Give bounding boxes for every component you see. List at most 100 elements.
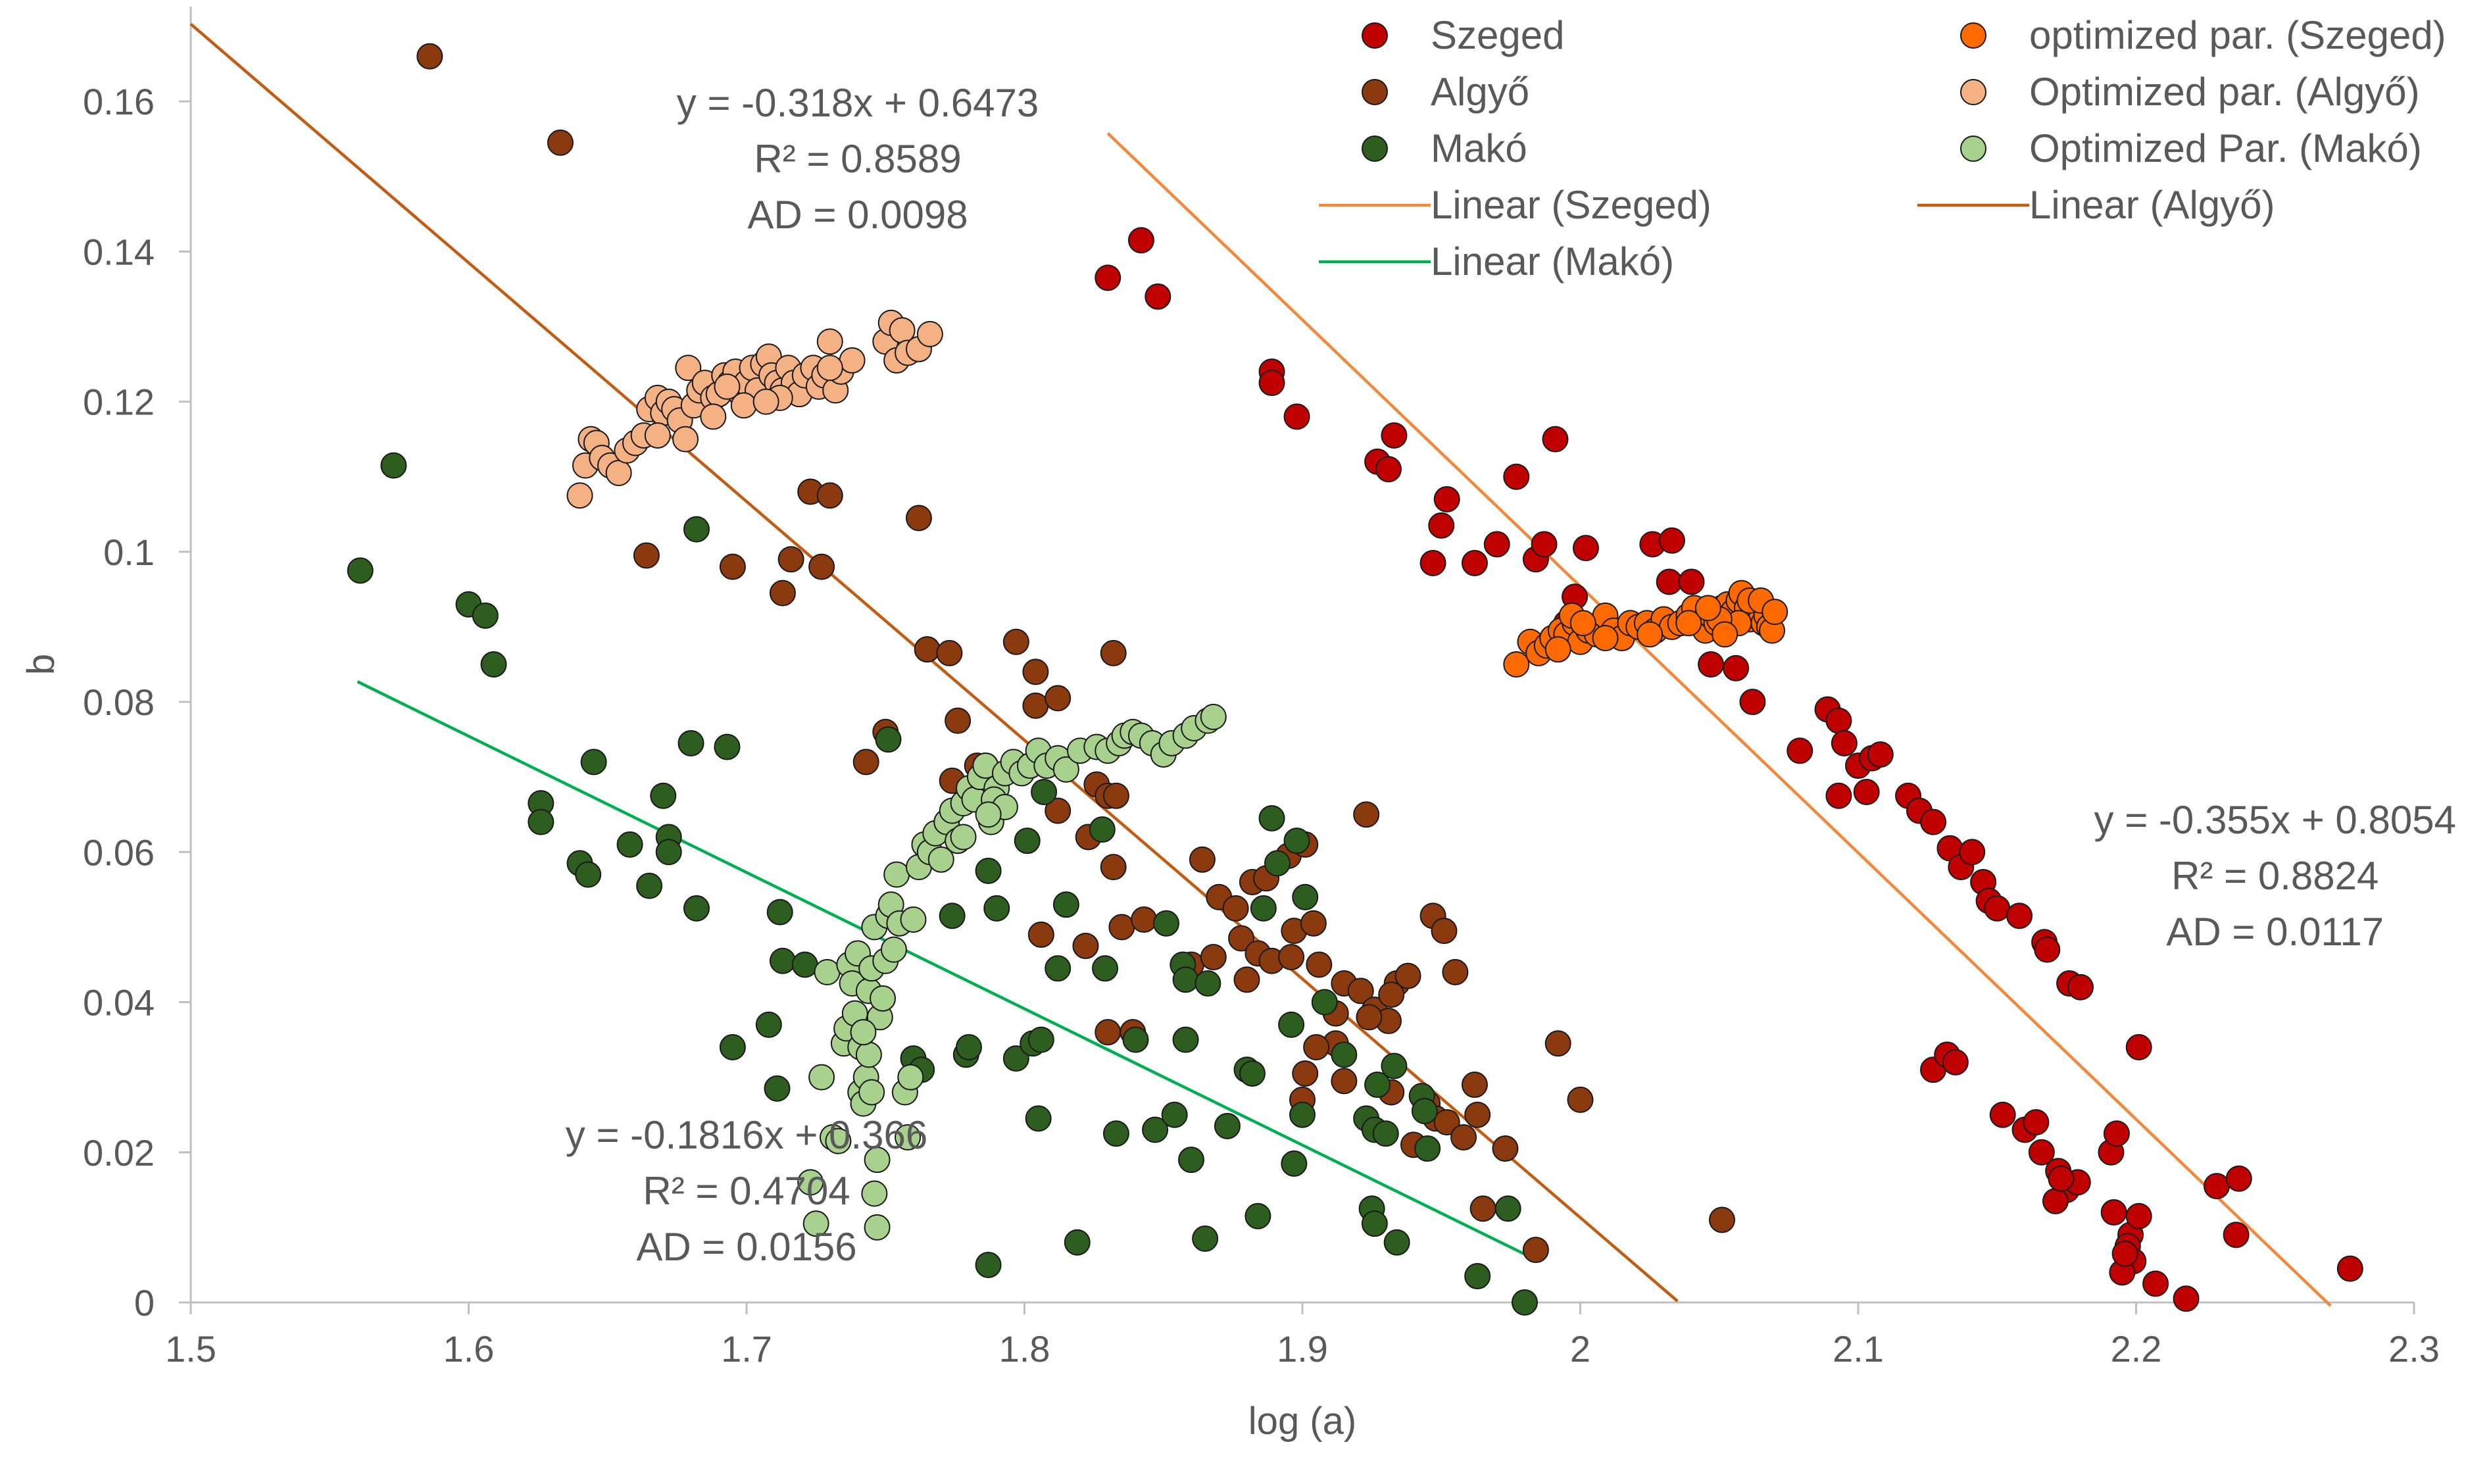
point-szeged <box>1723 655 1750 681</box>
annotation-line: AD = 0.0098 <box>747 193 968 237</box>
point-szeged <box>2028 1139 2055 1166</box>
point-optimized-par-mak <box>1200 703 1227 730</box>
point-optimized-par-mak <box>870 985 897 1012</box>
point-optimized-par-algy <box>916 320 943 347</box>
point-mak <box>975 1251 1002 1278</box>
point-algy <box>1303 1034 1330 1060</box>
y-tick-label: 0.12 <box>83 382 155 423</box>
point-mak <box>1045 955 1072 982</box>
point-algy <box>1072 932 1099 959</box>
point-mak <box>1381 1052 1408 1079</box>
point-mak <box>1278 1011 1305 1038</box>
legend-label: Optimized Par. (Makó) <box>2029 126 2422 170</box>
point-algy <box>1469 1195 1496 1222</box>
point-mak <box>1512 1289 1538 1316</box>
annotation-line: AD = 0.0156 <box>636 1225 856 1269</box>
point-algy <box>1394 962 1421 989</box>
point-optimized-par-mak <box>858 1079 885 1106</box>
point-szeged <box>1095 264 1121 291</box>
point-mak <box>1064 1229 1091 1256</box>
point-szeged <box>2048 1165 2075 1192</box>
point-szeged <box>1831 730 1858 756</box>
point-optimized-par-szeged <box>1503 651 1530 678</box>
point-mak <box>1092 955 1119 982</box>
y-tick-label: 0.04 <box>83 982 155 1024</box>
point-szeged <box>1127 227 1154 254</box>
point-algy <box>905 505 932 532</box>
point-mak <box>1002 1045 1029 1072</box>
point-szeged <box>1145 283 1171 310</box>
point-optimized-par-szeged <box>1592 625 1619 652</box>
x-tick-label: 1.7 <box>721 1328 772 1370</box>
point-mak <box>678 730 704 756</box>
y-tick-label: 0.02 <box>83 1132 155 1174</box>
point-mak <box>683 516 710 543</box>
point-szeged <box>1461 549 1488 576</box>
point-mak <box>1411 1098 1438 1124</box>
x-tick-label: 1.6 <box>443 1328 495 1370</box>
point-mak <box>1195 970 1221 997</box>
point-optimized-par-mak <box>880 936 907 963</box>
point-mak <box>1178 1147 1204 1174</box>
point-optimized-par-mak <box>850 1019 877 1046</box>
point-algy <box>1433 1109 1460 1136</box>
point-algy <box>1461 1072 1488 1099</box>
point-optimized-par-mak <box>897 1064 924 1091</box>
legend-marker <box>1362 136 1388 162</box>
point-mak <box>1172 966 1199 993</box>
point-algy <box>1544 1030 1571 1057</box>
point-optimized-par-szeged <box>1569 610 1596 637</box>
point-algy <box>1045 797 1072 824</box>
annotation-line: y = -0.1816x + 0.366 <box>566 1113 927 1157</box>
point-mak <box>939 903 966 929</box>
y-tick-label: 0.1 <box>103 532 155 573</box>
legend-label: Linear (Szeged) <box>1431 183 1712 227</box>
point-mak <box>683 895 710 922</box>
point-algy <box>1331 1068 1358 1095</box>
point-algy <box>1027 921 1054 948</box>
point-optimized-par-algy <box>675 355 702 382</box>
point-optimized-par-mak <box>900 906 927 933</box>
point-mak <box>1025 1105 1052 1132</box>
regression-annotations: y = -0.318x + 0.6473 R² = 0.8589 AD = 0.00… <box>566 81 2456 1269</box>
point-algy <box>1306 951 1333 978</box>
legend-label: Optimized par. (Algyő) <box>2029 70 2420 114</box>
legend-label: optimized par. (Szeged) <box>2029 13 2446 57</box>
point-mak <box>1244 1202 1271 1229</box>
point-mak <box>1152 910 1179 937</box>
legend-marker <box>1960 79 1986 105</box>
point-szeged <box>1503 463 1530 490</box>
point-szeged <box>1920 808 1947 835</box>
point-algy <box>1300 910 1327 937</box>
point-algy <box>777 546 804 573</box>
point-algy <box>1292 1060 1319 1087</box>
point-mak <box>1089 816 1116 843</box>
point-optimized-par-mak <box>927 846 954 873</box>
point-szeged <box>2023 1109 2050 1136</box>
point-mak <box>1464 1263 1491 1290</box>
point-szeged <box>1419 549 1446 576</box>
point-optimized-par-algy <box>700 403 727 430</box>
point-optimized-par-algy <box>816 355 843 382</box>
point-szeged <box>1381 422 1408 449</box>
point-mak <box>1364 1072 1391 1099</box>
point-optimized-par-algy <box>566 482 593 509</box>
point-mak <box>719 1034 746 1060</box>
point-algy <box>719 553 746 580</box>
point-szeged <box>1739 689 1766 716</box>
point-algy <box>1567 1086 1594 1113</box>
data-points <box>347 43 2363 1316</box>
point-szeged <box>2173 1285 2200 1312</box>
point-algy <box>1708 1206 1735 1233</box>
point-szeged <box>1283 403 1310 430</box>
point-szeged <box>2125 1034 2152 1060</box>
trendline-linear-mak- <box>357 680 1525 1256</box>
y-tick-label: 0.16 <box>83 81 155 122</box>
point-algy <box>1464 1101 1491 1128</box>
point-mak <box>1031 779 1058 805</box>
legend-label: Linear (Algyő) <box>2029 183 2275 227</box>
point-algy <box>1100 639 1127 666</box>
y-tick-label: 0.08 <box>83 681 155 723</box>
point-mak <box>1383 1229 1410 1256</box>
point-optimized-par-mak <box>864 1214 891 1241</box>
